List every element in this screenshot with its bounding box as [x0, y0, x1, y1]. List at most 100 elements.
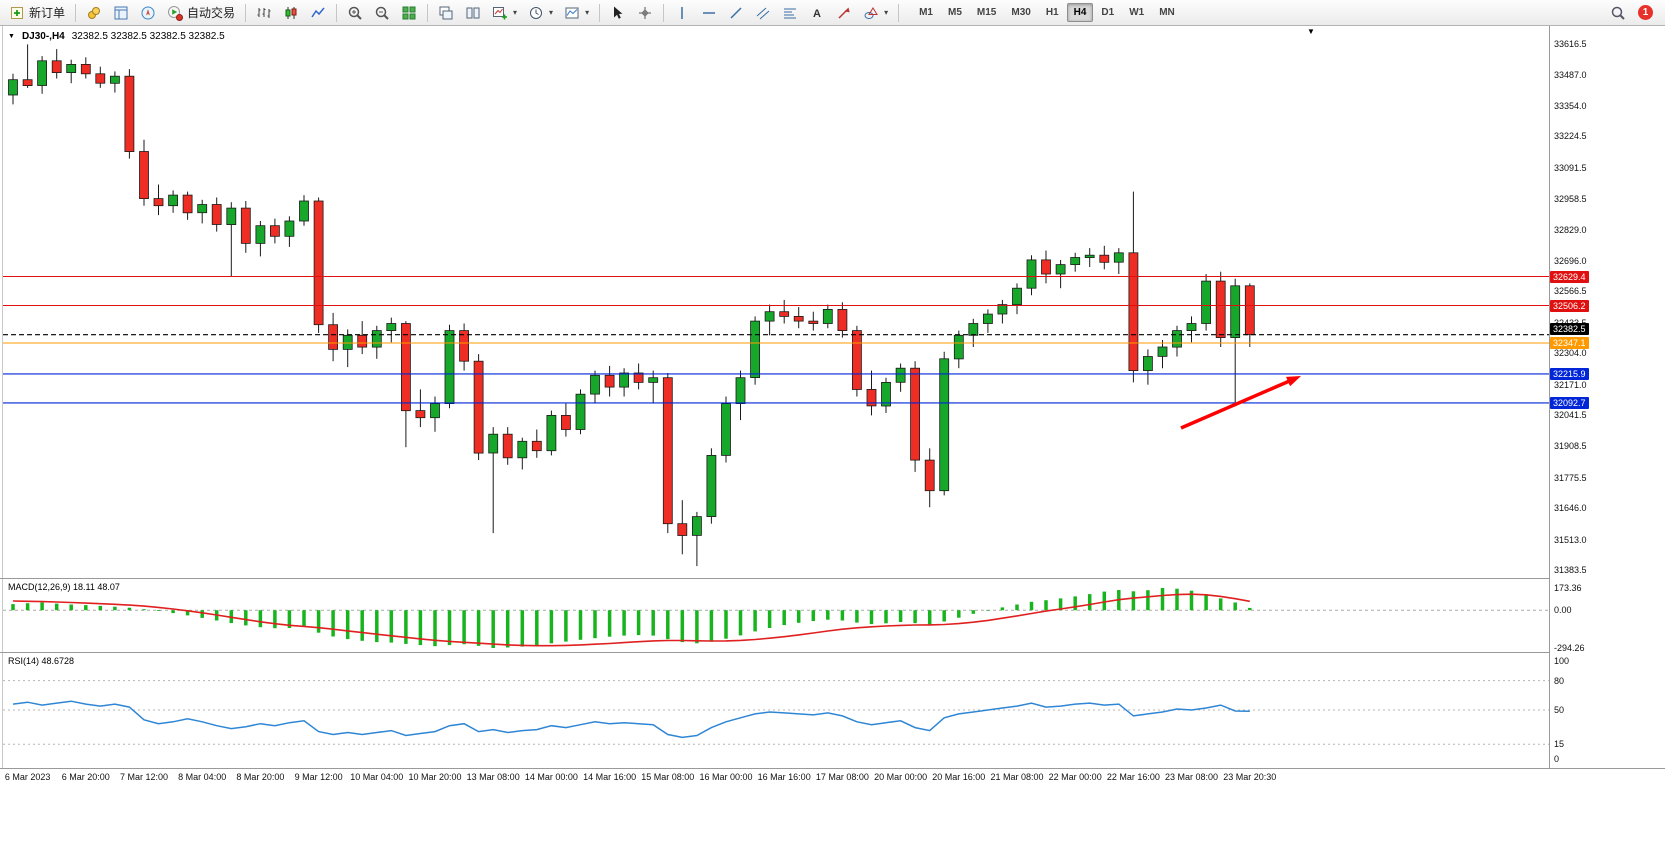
shapes-tool-button[interactable]: ▾	[858, 2, 893, 24]
price-badge-32347.1: 32347.1	[1550, 337, 1589, 349]
arrow-tool-button[interactable]	[831, 2, 857, 24]
text-tool-button[interactable]: A	[804, 2, 830, 24]
text-label-icon: A	[813, 8, 821, 20]
time-label: 8 Mar 20:00	[236, 772, 285, 782]
rsi-tick: 100	[1554, 656, 1570, 666]
chart-ohlc-values: 32382.5 32382.5 32382.5 32382.5	[71, 31, 225, 42]
candlestick-chart-button[interactable]	[278, 2, 304, 24]
time-label: 17 Mar 08:00	[815, 772, 869, 782]
time-label: 6 Mar 2023	[4, 772, 51, 782]
data-window-button[interactable]	[108, 2, 134, 24]
macd-tick: 0.00	[1554, 605, 1572, 616]
price-tick: 31513.0	[1554, 534, 1587, 545]
tile-vertical-button[interactable]	[460, 2, 486, 24]
price-tick: 33091.5	[1554, 162, 1587, 173]
trend-arrow-annotation[interactable]	[1180, 377, 1294, 430]
candles-layer	[8, 44, 1255, 567]
time-label: 22 Mar 00:00	[1048, 772, 1102, 782]
timeframe-W1[interactable]: W1	[1122, 3, 1151, 22]
price-tick: 32696.0	[1554, 255, 1587, 266]
time-label: 22 Mar 16:00	[1106, 772, 1160, 782]
time-label: 16 Mar 00:00	[699, 772, 753, 782]
templates-icon	[565, 7, 579, 18]
price-tick: 32566.5	[1554, 286, 1587, 297]
templates-button[interactable]: ▾	[559, 2, 594, 24]
price-tick: 33354.0	[1554, 100, 1587, 111]
candlestick-chart[interactable]	[3, 26, 1549, 578]
cursor-icon	[614, 6, 623, 19]
symbol-dropdown-icon[interactable]: ▼	[8, 33, 15, 40]
market-watch-button[interactable]	[81, 2, 107, 24]
channel-tool-button[interactable]	[750, 2, 776, 24]
time-label: 6 Mar 20:00	[61, 772, 110, 782]
price-tick: 32829.0	[1554, 224, 1587, 235]
periods-button[interactable]: ▾	[523, 2, 558, 24]
vertical-line-tool-button[interactable]	[669, 2, 695, 24]
indicators-button[interactable]: ▾	[487, 2, 522, 24]
trendline-tool-button[interactable]	[723, 2, 749, 24]
time-axis[interactable]: 6 Mar 2023 6 Mar 20:00 7 Mar 12:00 8 Mar 04…	[3, 770, 1603, 786]
price-axis[interactable]: 33616.5 33487.0 33354.0 33224.5 33091.5 32958…	[1550, 26, 1665, 790]
time-label: 14 Mar 16:00	[583, 772, 637, 782]
timeframe-toolbar: M1 M5 M15 M30 H1 H4 D1 W1 MN	[912, 3, 1182, 22]
panel-separator[interactable]	[0, 652, 1549, 653]
timeframe-M30[interactable]: M30	[1004, 3, 1037, 22]
tile-windows-icon	[402, 6, 416, 19]
cascade-windows-button[interactable]	[433, 2, 459, 24]
time-label: 9 Mar 12:00	[294, 772, 343, 782]
arrow-tool-icon	[838, 7, 850, 19]
main-toolbar: 新订单 自动交易	[0, 0, 1665, 26]
horizontal-line-tool-button[interactable]	[696, 2, 722, 24]
macd-panel	[3, 588, 1549, 648]
autotrading-button[interactable]: 自动交易	[162, 2, 240, 24]
tile-windows-button[interactable]	[396, 2, 422, 24]
indicators-plus-icon	[493, 6, 508, 19]
zoom-in-icon	[348, 6, 362, 20]
price-tick: 32304.0	[1554, 348, 1587, 359]
timeframe-M5[interactable]: M5	[941, 3, 969, 22]
notification-badge[interactable]: 1	[1638, 5, 1653, 20]
timeframe-H4[interactable]: H4	[1066, 3, 1094, 22]
price-badge-32382.5: 32382.5	[1550, 322, 1589, 335]
timeframe-M1[interactable]: M1	[912, 3, 940, 22]
autotrading-label: 自动交易	[187, 6, 236, 20]
price-tick: 33616.5	[1554, 39, 1587, 49]
chart-shift-marker[interactable]: ▼	[1307, 27, 1315, 36]
toolbar-separator	[898, 3, 900, 22]
fibonacci-tool-button[interactable]	[777, 2, 803, 24]
bar-chart-icon	[257, 7, 271, 18]
svg-text:A: A	[813, 8, 821, 20]
crosshair-tool-button[interactable]	[632, 2, 658, 24]
search-icon[interactable]	[1610, 5, 1626, 21]
periods-clock-icon	[530, 6, 543, 19]
zoom-in-button[interactable]	[342, 2, 368, 24]
bar-chart-button[interactable]	[251, 2, 277, 24]
cursor-tool-button[interactable]	[605, 2, 631, 24]
vertical-line-icon	[681, 6, 683, 19]
timeframe-D1[interactable]: D1	[1094, 3, 1121, 22]
cascade-windows-icon	[439, 6, 453, 19]
timeframe-M15[interactable]: M15	[970, 3, 1003, 22]
time-label: 14 Mar 00:00	[524, 772, 578, 782]
rsi-tick: 80	[1554, 675, 1565, 686]
rsi-tick: 0	[1554, 754, 1560, 764]
time-label: 23 Mar 20:30	[1223, 772, 1277, 782]
navigator-button[interactable]	[135, 2, 161, 24]
line-chart-icon	[311, 7, 325, 17]
new-order-button[interactable]: 新订单	[4, 2, 70, 24]
price-tick: 31908.5	[1554, 441, 1587, 452]
line-chart-button[interactable]	[305, 2, 331, 24]
price-badge-32629.4: 32629.4	[1550, 270, 1589, 283]
crosshair-icon	[639, 6, 652, 19]
candlestick-chart-icon	[285, 6, 297, 19]
navigator-icon	[141, 6, 155, 19]
timeframe-MN[interactable]: MN	[1152, 3, 1182, 22]
time-label: 20 Mar 16:00	[932, 772, 986, 782]
toolbar-separator	[75, 3, 77, 22]
time-label: 16 Mar 16:00	[757, 772, 811, 782]
autotrading-icon	[168, 5, 184, 21]
price-axis-separator	[1549, 26, 1550, 769]
panel-separator[interactable]	[0, 578, 1549, 579]
timeframe-H1[interactable]: H1	[1039, 3, 1066, 22]
zoom-out-button[interactable]	[369, 2, 395, 24]
